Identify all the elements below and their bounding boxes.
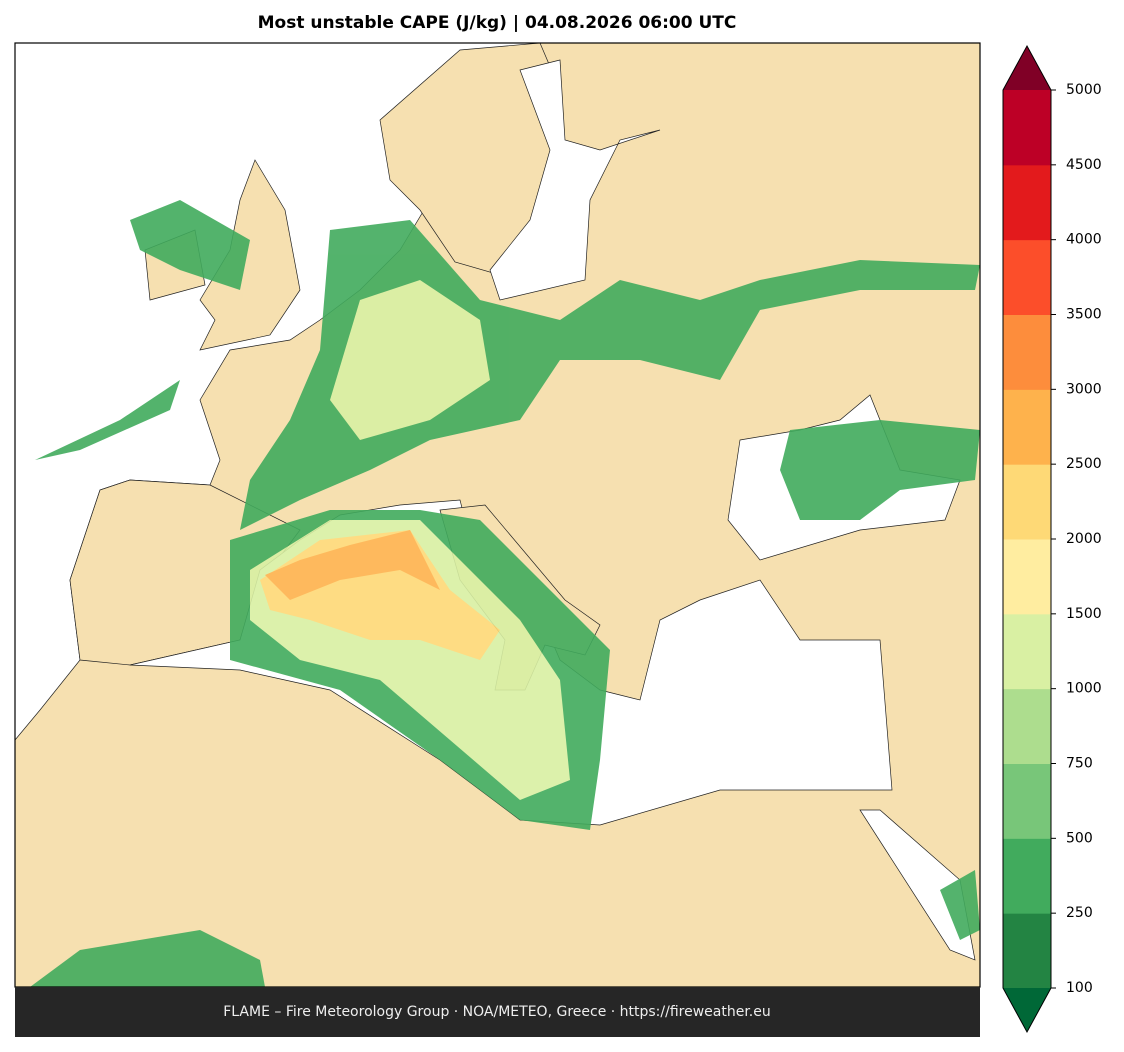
colorbar-tick-label: 3000: [1066, 381, 1102, 397]
colorbar-tick-label: 2500: [1066, 456, 1102, 472]
colorbar-segment: [1003, 613, 1051, 690]
title: Most unstable CAPE (J/kg) | 04.08.2026 0…: [258, 13, 737, 33]
colorbar-segment: [1003, 90, 1051, 166]
colorbar-segment: [1003, 314, 1051, 390]
footer-band: [15, 987, 980, 1037]
colorbar-segment: [1003, 913, 1051, 989]
colorbar-segment: [1003, 763, 1051, 839]
map: [14, 42, 981, 988]
colorbar-segment: [1003, 239, 1051, 315]
colorbar: 100 250 500 750 1000 1500 2000 2500 3000 3500 4000…: [1002, 44, 1102, 1034]
colorbar-tick-label: 5000: [1066, 82, 1102, 98]
colorbar-segment: [1003, 539, 1051, 615]
colorbar-tick-label: 250: [1066, 905, 1093, 921]
colorbar-under: [1003, 988, 1051, 1032]
colorbar-tick-label: 750: [1066, 756, 1093, 772]
colorbar-tick-label: 4000: [1066, 232, 1102, 248]
colorbar-tick-label: 100: [1066, 980, 1093, 996]
colorbar-tick-label: 1000: [1066, 681, 1102, 697]
baltic: [489, 59, 661, 301]
colorbar-tick-label: 2000: [1066, 531, 1102, 547]
colorbar-over: [1003, 46, 1051, 90]
britain: [199, 159, 301, 351]
colorbar-segment: [1003, 464, 1051, 540]
cape-field: [30, 200, 980, 987]
colorbar-segment: [1003, 389, 1051, 465]
footer: FLAME – Fire Meteorology Group · NOA/MET…: [223, 1004, 771, 1020]
colorbar-segment: [1003, 164, 1051, 241]
colorbar-tick-label: 3500: [1066, 307, 1102, 323]
colorbar-segment: [1003, 688, 1051, 764]
colorbar-tick-label: 500: [1066, 830, 1093, 846]
colorbar-segment: [1003, 838, 1051, 914]
colorbar-tick-label: 4500: [1066, 157, 1102, 173]
colorbar-tick-label: 1500: [1066, 606, 1102, 622]
